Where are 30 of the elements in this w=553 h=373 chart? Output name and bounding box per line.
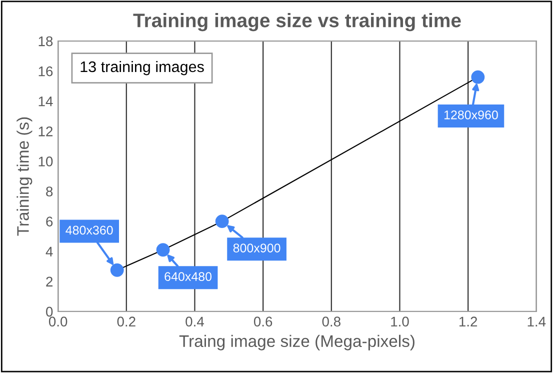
annotation: 1280x960	[444, 110, 498, 120]
x-tick-label: 0.0	[48, 316, 68, 327]
x-tick-label: 0.8	[322, 316, 340, 327]
point	[110, 263, 124, 277]
y-tick-label: 10	[38, 156, 53, 166]
y-tick-label: 2	[46, 276, 53, 286]
point	[215, 214, 229, 228]
x-tick-label: 0.4	[186, 316, 204, 327]
y-tick-label: 4	[46, 246, 53, 256]
y-tick-label: 16	[38, 66, 53, 76]
y-tick-label: 6	[46, 216, 53, 226]
y-tick-label: 18	[38, 36, 53, 46]
y-tick-label: 14	[38, 96, 53, 106]
x-tick-label: 1.2	[459, 316, 478, 326]
annotation: 640x480	[164, 272, 212, 281]
y-tick-label: 12	[38, 126, 53, 136]
x-axis-title: Traing image size (Mega-pixels)	[179, 334, 414, 350]
annotation: 13 training images	[80, 60, 204, 76]
point	[156, 243, 170, 257]
y-tick-label: 0	[46, 306, 53, 317]
x-tick-label: 1.0	[391, 316, 409, 327]
point	[471, 70, 485, 84]
annotation: 800x900	[233, 244, 280, 252]
chart-title: Training image size vs training time	[133, 13, 461, 32]
x-tick-label: 0.6	[254, 316, 272, 327]
x-tick-label: 1.4	[528, 316, 546, 326]
x-tick-label: 0.2	[117, 316, 136, 327]
y-tick-label: 8	[46, 186, 53, 196]
annotation: 480x360	[66, 226, 113, 235]
y-axis-title: Training time (s)	[16, 117, 32, 236]
